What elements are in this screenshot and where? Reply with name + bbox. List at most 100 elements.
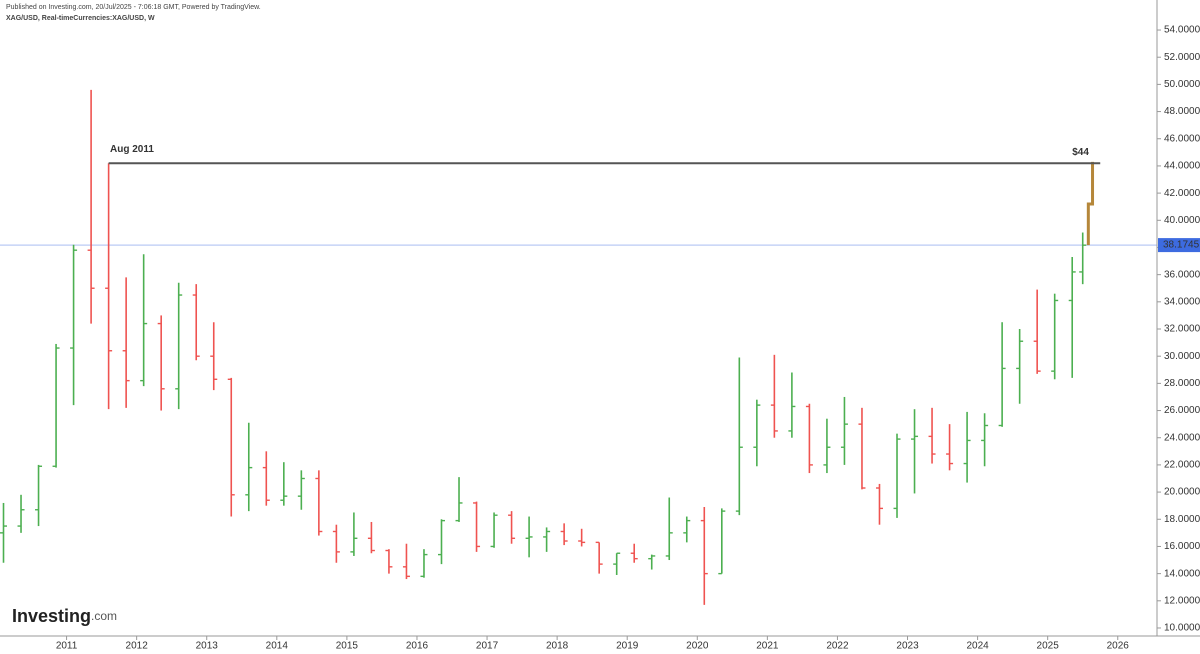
x-tick-label: 2021	[756, 641, 779, 652]
ohlc-bar	[753, 399, 761, 467]
ohlc-bar	[875, 483, 883, 525]
y-tick-label: 24.0000	[1164, 432, 1200, 443]
ohlc-bar	[52, 343, 60, 468]
y-tick-label: 46.0000	[1164, 133, 1200, 144]
ohlc-bar	[683, 516, 691, 543]
y-tick-label: 26.0000	[1164, 405, 1200, 416]
ohlc-bar	[805, 403, 813, 474]
y-tick-label: 42.0000	[1164, 188, 1200, 199]
x-tick-label: 2012	[126, 641, 149, 652]
y-tick-label: 54.0000	[1164, 25, 1200, 36]
ohlc-bar	[630, 543, 638, 563]
current-price-label: 38.1745	[1163, 240, 1200, 251]
ohlc-bar	[981, 413, 989, 467]
ohlc-bar	[245, 422, 253, 512]
x-tick-label: 2024	[966, 641, 989, 652]
ohlc-bar	[105, 163, 113, 410]
ohlc-bar	[1033, 289, 1041, 374]
ohlc-bar	[192, 284, 200, 361]
plot-area: Aug 2011 $44	[0, 89, 1157, 605]
y-tick-label: 32.0000	[1164, 324, 1200, 335]
y-tick-label: 50.0000	[1164, 79, 1200, 90]
y-tick-label: 10.0000	[1164, 623, 1200, 634]
ohlc-bar	[840, 396, 848, 465]
y-tick-label: 44.0000	[1164, 161, 1200, 172]
x-tick-label: 2015	[336, 641, 359, 652]
ohlc-bar	[420, 549, 428, 578]
ohlc-bar	[770, 354, 778, 438]
ohlc-bar	[367, 521, 375, 554]
y-tick-label: 22.0000	[1164, 460, 1200, 471]
x-tick-label: 2026	[1107, 641, 1130, 652]
ohlc-bar	[911, 409, 919, 494]
x-tick-label: 2011	[56, 641, 78, 652]
ohlc-bar	[613, 552, 621, 575]
y-tick-label: 30.0000	[1164, 351, 1200, 362]
x-tick-label: 2025	[1037, 641, 1060, 652]
logo: Investing.com	[12, 606, 117, 626]
x-tick-label: 2019	[616, 641, 639, 652]
ohlc-bar	[280, 462, 288, 506]
y-tick-label: 16.0000	[1164, 541, 1200, 552]
publish-note: Published on Investing.com, 20/Jul/2025 …	[6, 4, 261, 11]
y-tick-label: 12.0000	[1164, 595, 1200, 606]
ohlc-bar	[350, 512, 358, 556]
current-price-box	[1158, 238, 1200, 253]
x-tick-label: 2017	[476, 641, 499, 652]
ohlc-bar	[648, 554, 656, 570]
ohlc-bar	[297, 470, 305, 510]
ohlc-bar	[525, 516, 533, 558]
projection-line	[1086, 161, 1095, 246]
ohlc-bar	[928, 407, 936, 464]
ohlc-bar	[262, 451, 270, 506]
ohlc-bar	[157, 315, 165, 411]
ohlc-bar	[332, 524, 340, 563]
ohlc-bar	[543, 527, 551, 552]
ohlc-bar	[700, 507, 708, 605]
ohlc-bar	[175, 282, 183, 410]
ohlc-bar	[35, 464, 43, 527]
y-tick-label: 28.0000	[1164, 378, 1200, 389]
ohlc-bar	[858, 407, 866, 490]
ohlc-bar	[595, 541, 603, 574]
x-tick-label: 2014	[266, 641, 289, 652]
y-tick-label: 40.0000	[1164, 215, 1200, 226]
annotation: Aug 2011	[110, 144, 154, 155]
ohlc-bar	[788, 372, 796, 438]
ohlc-bar	[140, 254, 148, 387]
ohlc-bar	[560, 523, 568, 546]
y-tick-label: 20.0000	[1164, 487, 1200, 498]
ohlc-bar	[0, 502, 8, 563]
x-tick-label: 2016	[406, 641, 429, 652]
ohlc-bar	[87, 89, 95, 324]
ohlc-bar	[1051, 293, 1059, 380]
ohlc-bar	[946, 424, 954, 471]
ohlc-bar	[665, 497, 673, 561]
y-tick-label: 34.0000	[1164, 296, 1200, 307]
ohlc-bar	[402, 543, 410, 580]
ohlc-bar	[210, 322, 218, 391]
ohlc-bar	[1068, 256, 1076, 378]
ohlc-bar	[385, 549, 393, 574]
y-tick-label: 48.0000	[1164, 106, 1200, 117]
ohlc-bar	[893, 433, 901, 518]
y-tick-label: 52.0000	[1164, 52, 1200, 63]
ohlc-bar	[490, 512, 498, 548]
ohlc-bar	[70, 244, 78, 406]
ohlc-bar	[718, 508, 726, 575]
ohlc-bar	[1079, 232, 1087, 285]
x-tick-label: 2020	[686, 641, 709, 652]
ohlc-bar	[578, 528, 586, 547]
annotation: $44	[1072, 147, 1089, 158]
x-tick-label: 2013	[196, 641, 219, 652]
x-tick-label: 2022	[826, 641, 849, 652]
ohlc-bar	[508, 511, 516, 544]
ohlc-bar	[17, 494, 25, 533]
y-tick-label: 14.0000	[1164, 568, 1200, 579]
ohlc-bar	[963, 411, 971, 483]
ohlc-bar	[437, 519, 445, 565]
y-tick-label: 36.0000	[1164, 269, 1200, 280]
x-tick-label: 2018	[546, 641, 569, 652]
